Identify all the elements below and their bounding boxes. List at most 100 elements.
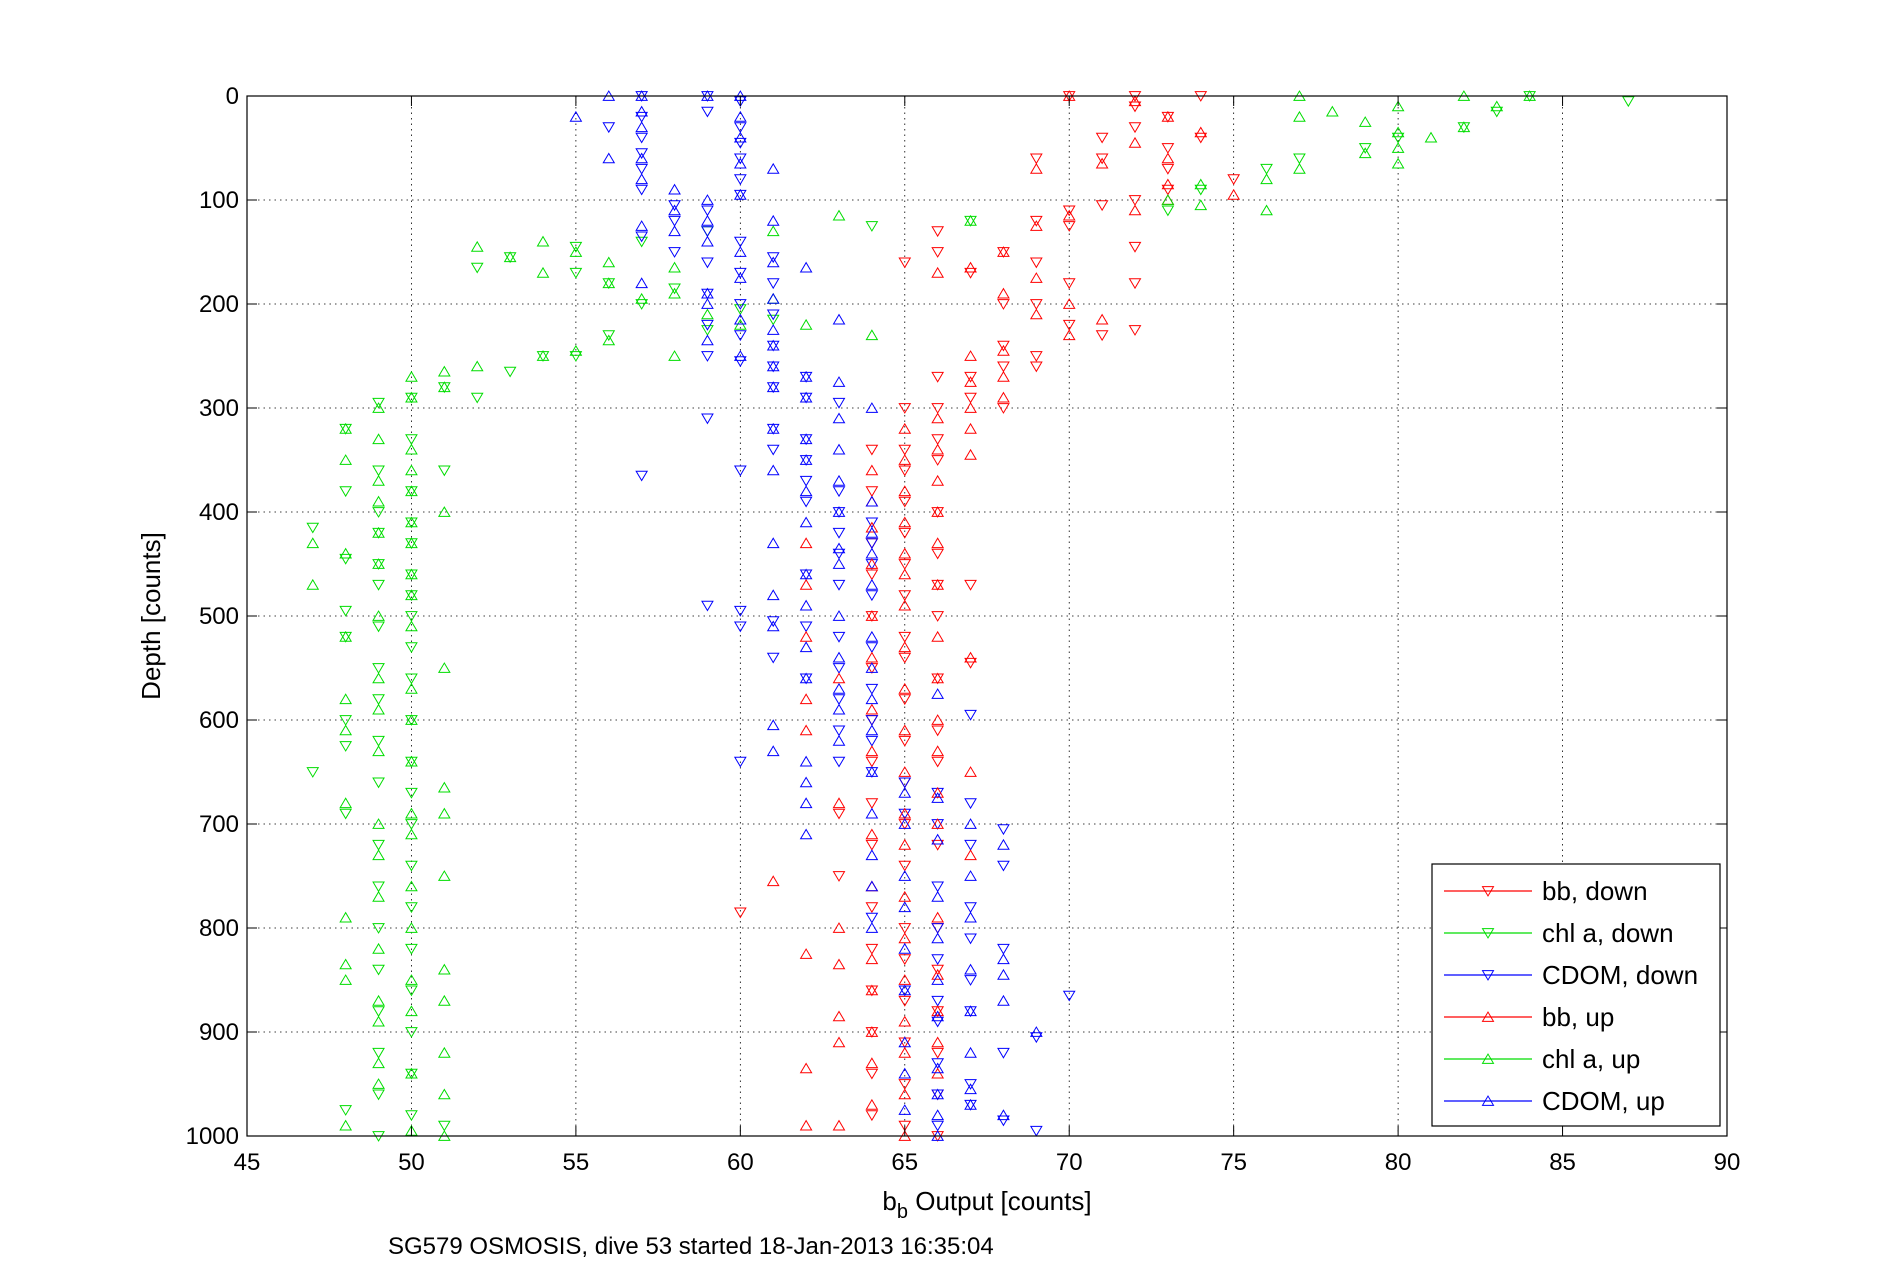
data-point — [635, 173, 649, 185]
data-point — [997, 824, 1010, 836]
data-point — [799, 1062, 813, 1074]
data-point — [701, 226, 714, 238]
data-point — [898, 465, 912, 477]
data-point — [898, 1067, 912, 1079]
data-point — [931, 266, 945, 278]
data-point — [832, 651, 846, 663]
data-point — [405, 568, 418, 580]
data-point — [931, 792, 945, 803]
data-point — [635, 231, 649, 243]
data-point — [964, 709, 977, 721]
data-point — [1128, 278, 1142, 290]
data-point — [832, 313, 846, 325]
data-point — [964, 448, 977, 460]
data-point — [733, 330, 747, 342]
data-point — [799, 599, 813, 611]
data-point — [733, 137, 747, 149]
data-point — [470, 392, 484, 404]
data-point — [964, 766, 977, 777]
data-point — [865, 329, 879, 341]
data-point — [503, 366, 517, 378]
data-point — [1490, 106, 1504, 118]
data-point — [865, 715, 879, 726]
data-point — [405, 1027, 418, 1038]
y-tick-label: 100 — [199, 187, 239, 214]
data-point — [931, 725, 945, 737]
data-point — [701, 351, 714, 362]
data-point — [997, 299, 1010, 310]
data-point — [766, 214, 780, 226]
x-axis-label-main: b — [882, 1186, 896, 1216]
data-point — [931, 474, 945, 486]
x-tick-label: 55 — [563, 1149, 590, 1176]
data-point — [931, 786, 945, 798]
data-point — [865, 735, 879, 747]
data-point — [733, 304, 747, 316]
data-point — [997, 391, 1010, 403]
data-point — [1161, 152, 1175, 164]
data-point — [931, 995, 945, 1007]
data-point — [799, 797, 813, 809]
data-point — [964, 975, 977, 986]
data-point — [799, 578, 813, 590]
data-point — [766, 360, 780, 372]
x-tick-label: 60 — [727, 1149, 754, 1176]
data-point — [865, 444, 879, 456]
data-point — [799, 475, 813, 487]
y-tick-label: 1000 — [186, 1123, 239, 1150]
data-point — [964, 579, 977, 591]
data-point — [898, 807, 912, 819]
data-point — [1029, 299, 1043, 310]
data-point — [865, 828, 879, 840]
data-point — [964, 422, 977, 434]
data-point — [536, 235, 550, 247]
data-point — [865, 590, 879, 602]
x-axis-label: bb Output [counts] — [882, 1186, 1091, 1223]
data-point — [569, 351, 583, 362]
data-point — [1424, 131, 1438, 143]
data-point — [766, 616, 780, 628]
data-point — [997, 370, 1010, 382]
data-point — [964, 798, 977, 810]
series-0 — [733, 91, 1241, 1142]
data-point — [865, 880, 879, 892]
data-point — [931, 881, 945, 893]
data-point — [931, 443, 945, 455]
data-point — [339, 605, 353, 617]
data-point — [372, 558, 385, 569]
data-point — [1161, 194, 1175, 205]
data-point — [964, 911, 977, 923]
data-point — [865, 495, 879, 507]
data-point — [931, 839, 945, 851]
data-point — [1128, 325, 1142, 336]
data-point — [701, 308, 714, 320]
data-point — [339, 454, 353, 465]
data-point — [865, 1057, 879, 1069]
data-point — [602, 334, 616, 346]
data-point — [602, 330, 616, 342]
data-point — [437, 465, 451, 477]
data-point — [799, 672, 813, 684]
data-point — [635, 152, 649, 164]
x-tick-label: 65 — [891, 1149, 918, 1176]
data-point — [997, 860, 1010, 872]
data-point — [405, 673, 418, 685]
data-point — [668, 287, 681, 299]
data-point — [306, 578, 320, 590]
data-point — [405, 985, 418, 997]
data-point — [865, 662, 879, 673]
x-tick-label: 85 — [1549, 1149, 1576, 1176]
data-point — [865, 984, 879, 996]
data-point — [997, 968, 1010, 980]
data-point — [799, 370, 813, 382]
data-point — [832, 734, 846, 746]
legend-entry: CDOM, down — [1542, 960, 1698, 990]
data-point — [372, 994, 385, 1006]
data-point — [766, 292, 780, 304]
data-point — [898, 786, 912, 798]
data-point — [931, 932, 945, 944]
data-point — [372, 1015, 385, 1027]
data-point — [898, 590, 912, 602]
data-point — [832, 682, 846, 694]
data-point — [898, 995, 912, 1007]
